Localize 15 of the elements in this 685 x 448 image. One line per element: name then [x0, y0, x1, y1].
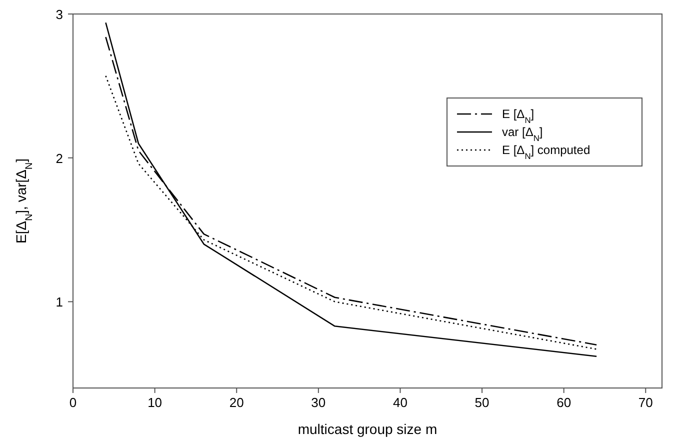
x-tick-label: 50: [474, 395, 490, 410]
x-tick-label: 20: [229, 395, 244, 410]
x-tick-label: 70: [638, 395, 653, 410]
legend-label: E [Δ$_{N}$] computed: [502, 143, 590, 161]
x-tick-label: 0: [69, 395, 77, 410]
x-axis-title: multicast group size m: [298, 421, 438, 437]
y-tick-label: 3: [56, 7, 63, 22]
legend-label: E [Δ$_{N}$]: [502, 107, 534, 125]
y-tick-label: 2: [56, 150, 63, 166]
x-tick-label: 40: [392, 395, 408, 410]
x-tick-label: 30: [311, 395, 326, 410]
legend-label: var [Δ$_{N}$]: [502, 125, 543, 143]
x-tick-label: 60: [556, 395, 572, 410]
x-tick-label: 10: [148, 395, 162, 410]
y-tick-label: 1: [56, 294, 63, 310]
